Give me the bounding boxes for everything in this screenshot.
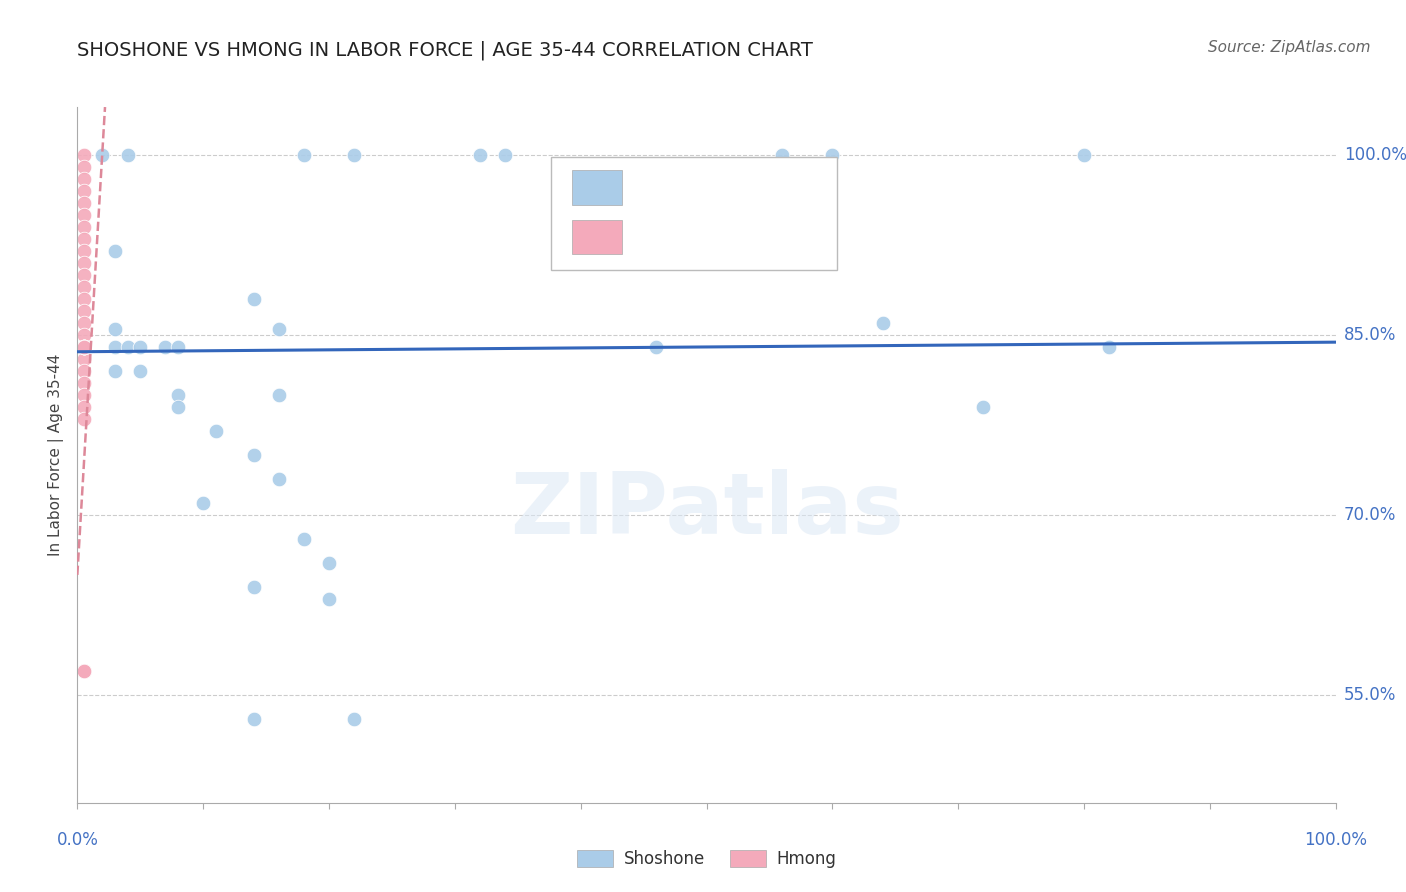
Point bbox=[72, 148, 94, 162]
Point bbox=[72, 184, 94, 198]
Point bbox=[104, 322, 127, 336]
Point bbox=[117, 148, 139, 162]
Point bbox=[242, 580, 264, 594]
Point bbox=[72, 340, 94, 354]
Point bbox=[318, 556, 340, 570]
Point bbox=[242, 448, 264, 462]
Point bbox=[72, 340, 94, 354]
Point bbox=[72, 340, 94, 354]
Point bbox=[129, 364, 152, 378]
Point bbox=[72, 256, 94, 270]
Point bbox=[72, 664, 94, 678]
Y-axis label: In Labor Force | Age 35-44: In Labor Force | Age 35-44 bbox=[48, 354, 65, 556]
Text: 100.0%: 100.0% bbox=[1344, 146, 1406, 164]
Point bbox=[821, 148, 844, 162]
Point bbox=[72, 340, 94, 354]
Point bbox=[72, 664, 94, 678]
Point bbox=[72, 160, 94, 174]
Point bbox=[494, 148, 516, 162]
Point bbox=[104, 340, 127, 354]
Point bbox=[155, 340, 177, 354]
Point bbox=[117, 340, 139, 354]
Point bbox=[72, 340, 94, 354]
Point bbox=[72, 340, 94, 354]
Point bbox=[72, 412, 94, 426]
Point bbox=[770, 148, 793, 162]
Point bbox=[872, 316, 894, 330]
Text: R = 0.196   N = 38: R = 0.196 N = 38 bbox=[638, 227, 823, 246]
Point bbox=[343, 148, 366, 162]
Point bbox=[645, 340, 668, 354]
Point bbox=[267, 322, 290, 336]
Text: 0.0%: 0.0% bbox=[56, 830, 98, 848]
Point bbox=[72, 244, 94, 258]
Point bbox=[72, 664, 94, 678]
Text: 70.0%: 70.0% bbox=[1344, 506, 1396, 524]
Point bbox=[72, 364, 94, 378]
Point bbox=[267, 472, 290, 486]
Legend: Shoshone, Hmong: Shoshone, Hmong bbox=[569, 843, 844, 874]
Point bbox=[72, 388, 94, 402]
Point bbox=[72, 664, 94, 678]
Point bbox=[72, 316, 94, 330]
Point bbox=[72, 340, 94, 354]
Point bbox=[292, 148, 315, 162]
Point bbox=[191, 496, 215, 510]
Point bbox=[72, 172, 94, 186]
Point bbox=[1073, 148, 1095, 162]
Point bbox=[167, 340, 190, 354]
Point bbox=[104, 244, 127, 258]
Point bbox=[267, 388, 290, 402]
Text: R = 0.016   N = 37: R = 0.016 N = 37 bbox=[638, 178, 823, 196]
Point bbox=[242, 712, 264, 726]
Point bbox=[468, 148, 491, 162]
Point bbox=[72, 340, 94, 354]
Point bbox=[72, 196, 94, 211]
Point bbox=[72, 340, 94, 354]
Point bbox=[167, 400, 190, 414]
Point bbox=[343, 712, 366, 726]
Point bbox=[204, 424, 226, 438]
Text: SHOSHONE VS HMONG IN LABOR FORCE | AGE 35-44 CORRELATION CHART: SHOSHONE VS HMONG IN LABOR FORCE | AGE 3… bbox=[77, 40, 813, 60]
Point bbox=[167, 388, 190, 402]
Point bbox=[72, 304, 94, 318]
Point bbox=[72, 268, 94, 282]
Point bbox=[72, 232, 94, 246]
Point bbox=[1098, 340, 1121, 354]
Point bbox=[129, 340, 152, 354]
Point bbox=[72, 664, 94, 678]
Point bbox=[72, 351, 94, 366]
Point bbox=[72, 340, 94, 354]
Point bbox=[292, 532, 315, 546]
Text: Source: ZipAtlas.com: Source: ZipAtlas.com bbox=[1208, 40, 1371, 55]
Point bbox=[318, 591, 340, 606]
Point bbox=[72, 219, 94, 234]
Point bbox=[72, 208, 94, 222]
Point bbox=[104, 364, 127, 378]
Text: 85.0%: 85.0% bbox=[1344, 326, 1396, 344]
Point bbox=[72, 400, 94, 414]
Point bbox=[72, 292, 94, 306]
Point bbox=[72, 280, 94, 294]
Point bbox=[72, 340, 94, 354]
Point bbox=[72, 376, 94, 390]
Point bbox=[242, 292, 264, 306]
Point bbox=[972, 400, 994, 414]
Point bbox=[72, 328, 94, 343]
Text: 55.0%: 55.0% bbox=[1344, 686, 1396, 704]
Text: ZIPatlas: ZIPatlas bbox=[509, 469, 904, 552]
Point bbox=[91, 148, 114, 162]
Text: 100.0%: 100.0% bbox=[1305, 830, 1367, 848]
